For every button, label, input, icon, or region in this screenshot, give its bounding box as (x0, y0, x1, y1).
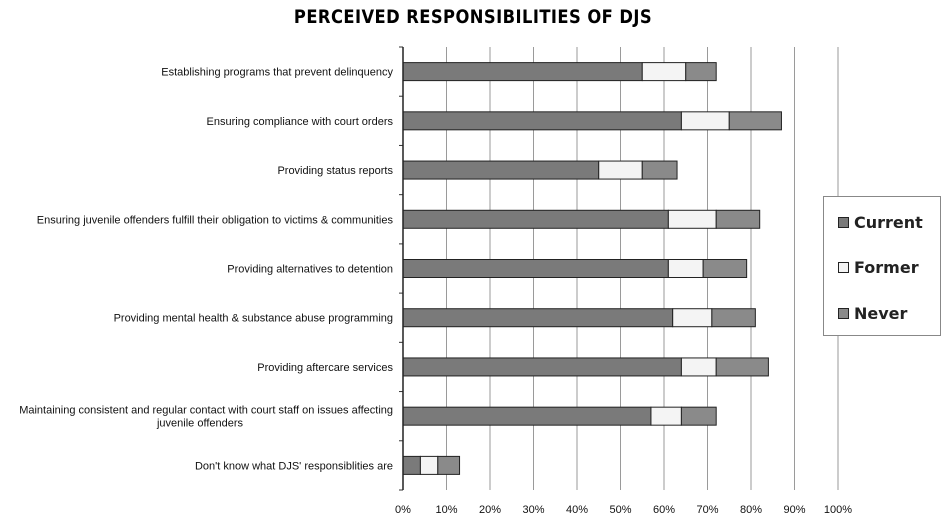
legend-swatch-current (838, 217, 849, 228)
legend: Current Former Never (823, 196, 941, 336)
category-label: Ensuring compliance with court orders (207, 116, 394, 128)
bar-former (672, 308, 713, 328)
bar-never (437, 455, 461, 475)
bar-never (715, 209, 761, 229)
legend-item-current: Current (838, 213, 923, 232)
bar-former (419, 455, 439, 475)
category-label: Providing alternatives to detention (227, 264, 393, 276)
bar-former (667, 259, 704, 278)
legend-swatch-former (838, 262, 849, 273)
bar-never (680, 406, 717, 426)
x-tick-label: 20% (479, 504, 501, 516)
x-tick-label: 0% (395, 504, 411, 516)
bar-never (685, 62, 717, 82)
x-tick-label: 50% (609, 504, 631, 516)
x-tick-label: 30% (522, 504, 544, 516)
bar-current (402, 308, 674, 328)
bar-never (728, 111, 782, 131)
category-label: Maintaining consistent and regular conta… (19, 405, 393, 430)
chart-title: PERCEIVED RESPONSIBILITIES OF DJS (293, 6, 653, 28)
category-label: Don't know what DJS' responsiblities are (195, 460, 393, 472)
bar-current (402, 160, 600, 180)
bar-never (641, 160, 678, 180)
legend-label-former: Former (854, 258, 919, 277)
x-tick-label: 10% (435, 504, 457, 516)
bar-current (402, 406, 652, 426)
bar-former (650, 406, 682, 426)
x-tick-label: 100% (824, 504, 852, 516)
bar-current (402, 455, 421, 475)
bar-never (711, 308, 756, 328)
bar-never (715, 357, 769, 377)
legend-swatch-never (838, 308, 849, 319)
bar-current (402, 259, 669, 278)
legend-item-former: Former (838, 258, 919, 277)
bar-current (402, 357, 682, 377)
category-label: Providing mental health & substance abus… (114, 313, 393, 325)
legend-item-never: Never (838, 304, 907, 323)
bar-current (402, 209, 669, 229)
bar-former (641, 62, 687, 82)
category-label: Providing aftercare services (257, 362, 393, 374)
bar-never (702, 259, 748, 278)
bar-former (680, 357, 717, 377)
x-tick-label: 40% (566, 504, 588, 516)
legend-label-never: Never (854, 304, 908, 323)
x-tick-label: 90% (783, 504, 805, 516)
x-tick-label: 70% (696, 504, 718, 516)
category-label: Establishing programs that prevent delin… (161, 67, 393, 79)
category-label: Ensuring juvenile offenders fulfill thei… (37, 214, 394, 226)
bar-former (667, 209, 717, 229)
x-tick-label: 80% (740, 504, 762, 516)
category-label: Providing status reports (277, 165, 393, 177)
bar-former (680, 111, 730, 131)
bar-current (402, 62, 643, 82)
x-tick-label: 60% (653, 504, 675, 516)
legend-label-current: Current (854, 213, 923, 232)
bar-current (402, 111, 682, 131)
bar-former (598, 160, 643, 180)
